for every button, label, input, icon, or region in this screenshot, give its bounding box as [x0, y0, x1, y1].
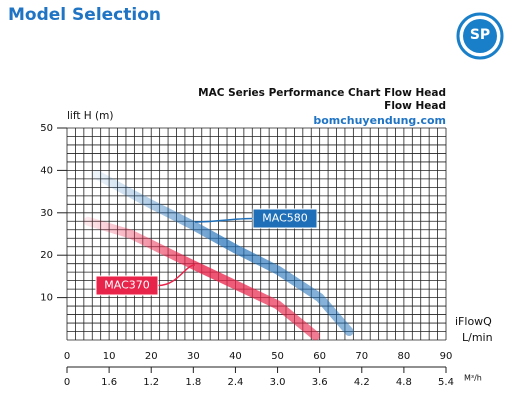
series-line: [91, 170, 354, 337]
y-tick-label: 30: [40, 208, 53, 219]
legend-label: MAC580: [262, 212, 308, 225]
x2-tick-label: 1.2: [143, 377, 159, 388]
x-tick-label: 40: [229, 351, 242, 362]
y-tick-label: 20: [40, 250, 53, 261]
x-tick-label: 30: [187, 351, 200, 362]
leader-line: [194, 217, 254, 223]
y-axis-label: lift H (m): [67, 110, 113, 122]
x2-axis-unit: M³/h: [464, 374, 482, 383]
x-tick-label: 50: [271, 351, 284, 362]
x2-tick-label: 5.4: [438, 377, 454, 388]
x2-tick-label: 1.6: [101, 377, 117, 388]
legend-label: MAC370: [104, 279, 150, 292]
y-tick-label: 10: [40, 293, 53, 304]
x2-tick-label: 4.8: [396, 377, 412, 388]
x-tick-label: 10: [103, 351, 116, 362]
x2-tick-label: 3.6: [312, 377, 328, 388]
y-tick-label: 40: [40, 165, 53, 176]
x-tick-label: 0: [64, 351, 70, 362]
x-tick-label: 60: [313, 351, 326, 362]
x-tick-label: 90: [440, 351, 453, 362]
legend-box: [252, 208, 318, 229]
legend-box: [95, 275, 159, 296]
chart-subtitle: Flow Head: [384, 100, 446, 112]
y-tick-label: 50: [40, 123, 53, 134]
series-line: [83, 216, 320, 341]
logo: SP: [456, 12, 504, 60]
page-title: Model Selection: [8, 5, 161, 25]
x-tick-label: 80: [398, 351, 411, 362]
leader-line: [157, 264, 196, 287]
x2-tick-label: 1.8: [185, 377, 201, 388]
logo-text: SP: [470, 27, 490, 43]
x-tick-label: 20: [145, 351, 158, 362]
chart-title: MAC Series Performance Chart Flow Head: [198, 87, 446, 99]
x-axis-label: iFlowQ: [455, 315, 492, 328]
website: bomchuyendung.com: [313, 114, 446, 127]
x-axis-unit: L/min: [462, 331, 493, 344]
x2-tick-label: 2.4: [227, 377, 243, 388]
x2-tick-label: 3.0: [270, 377, 286, 388]
x2-tick-label: 4.2: [354, 377, 370, 388]
x-tick-label: 70: [355, 351, 368, 362]
x2-tick-label: 0: [64, 377, 70, 388]
